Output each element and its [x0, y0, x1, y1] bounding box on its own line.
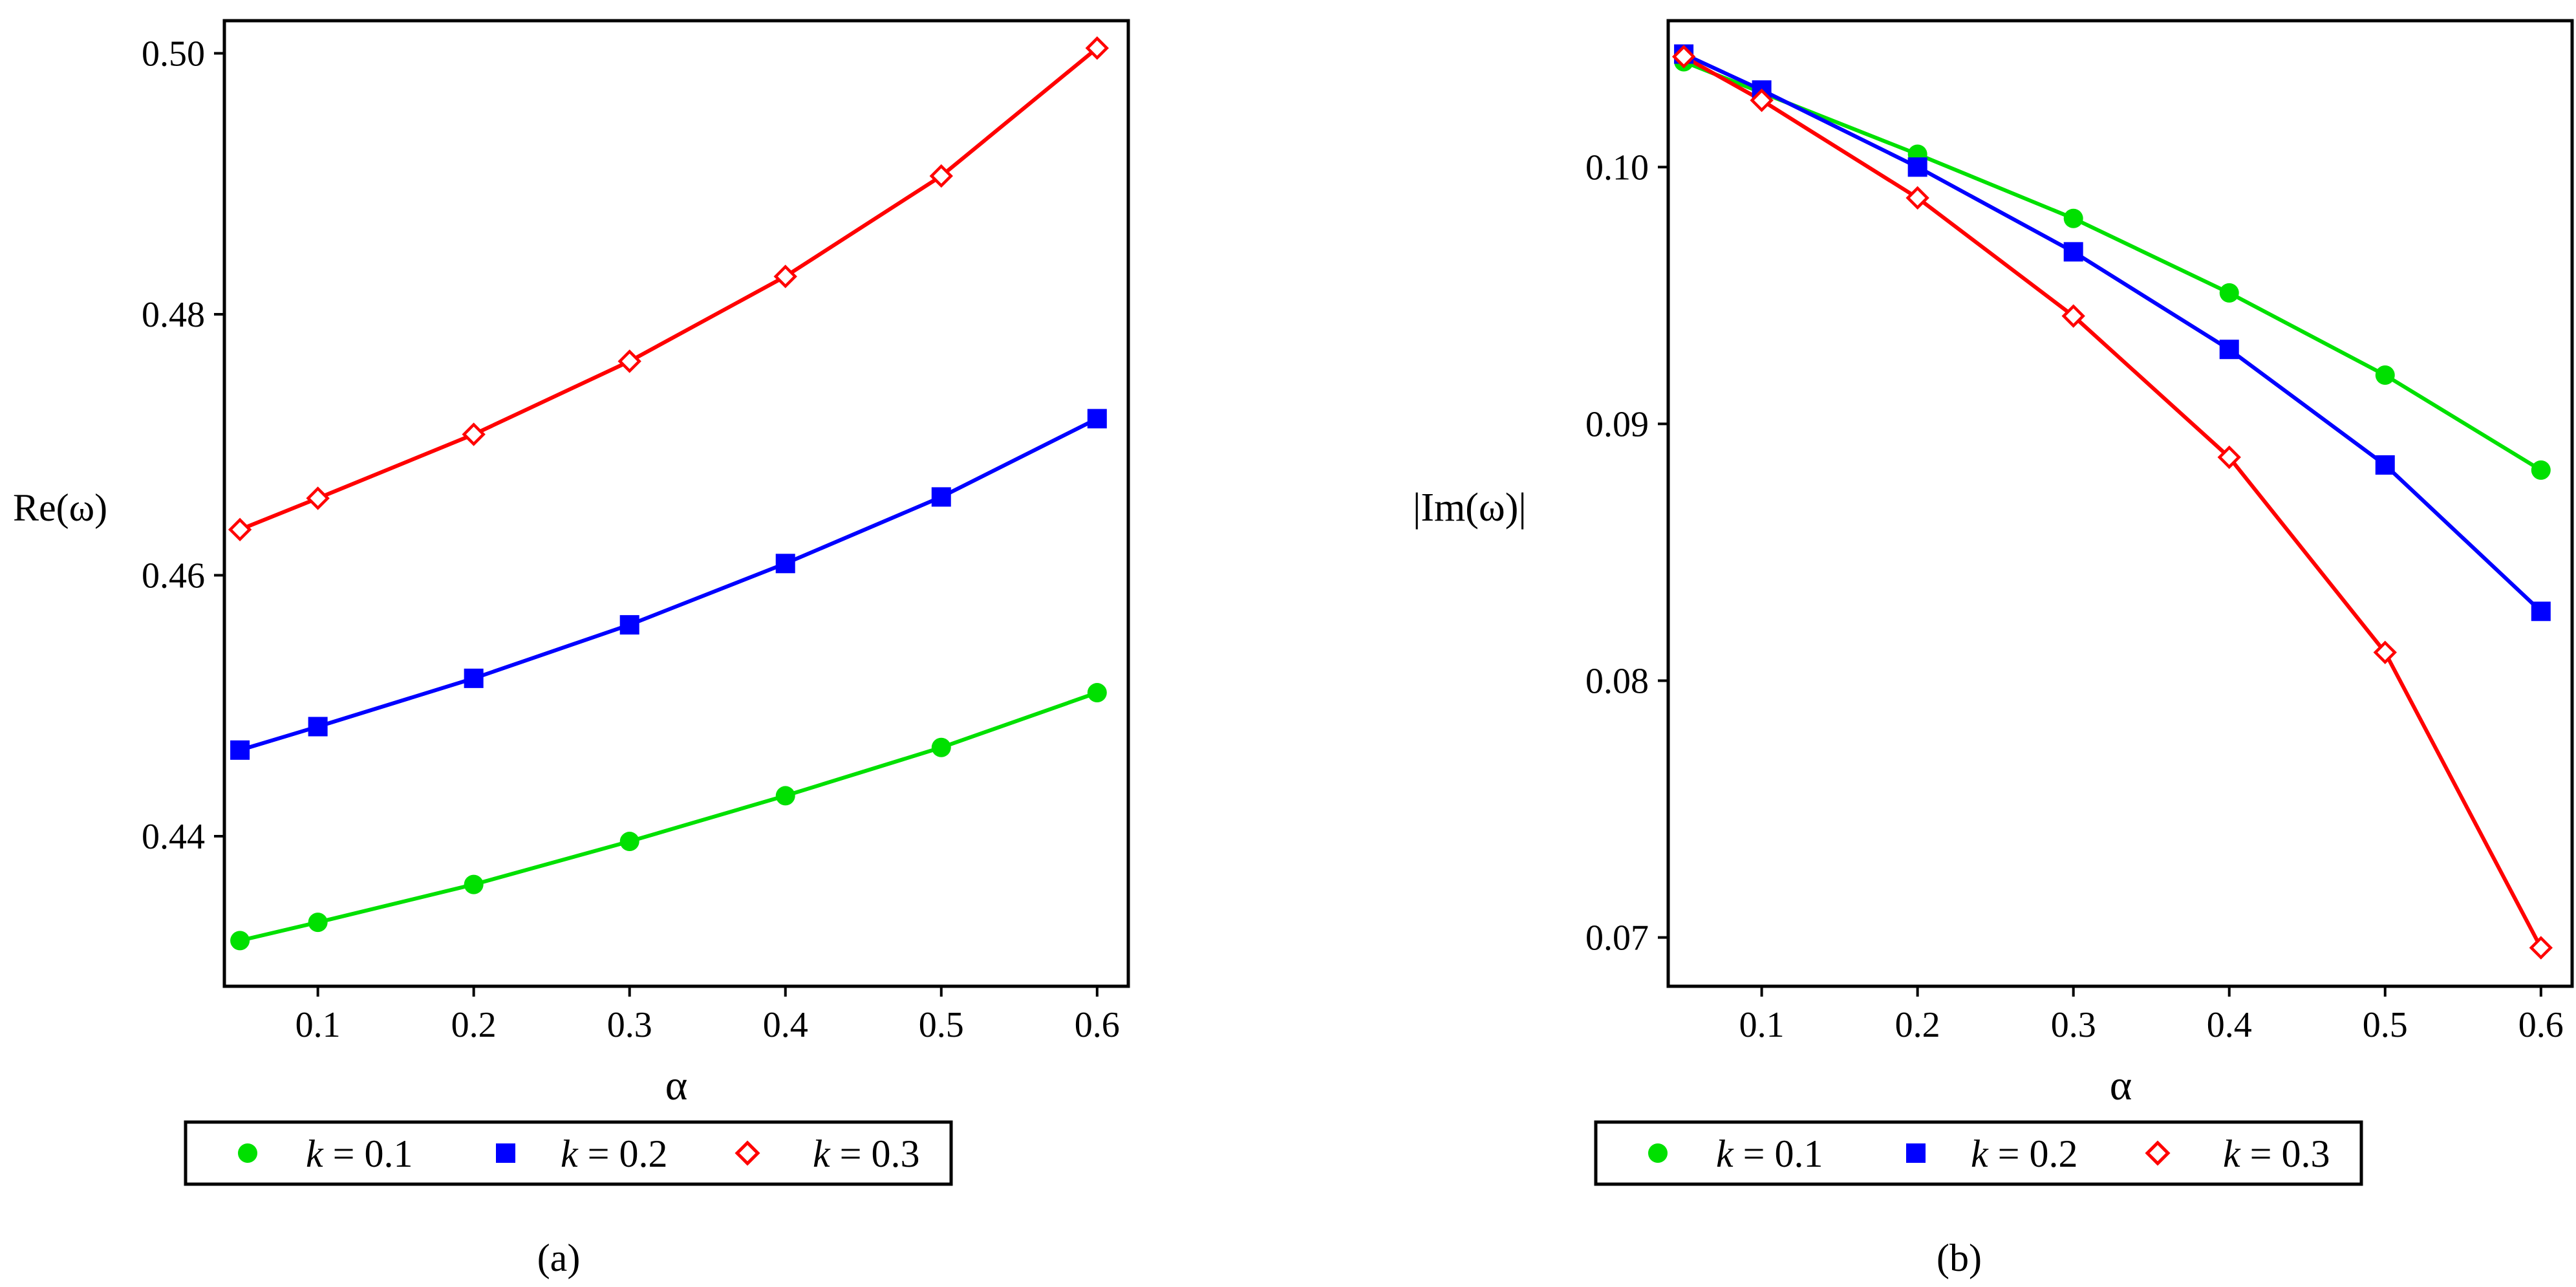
panel-a-y-tick-label: 0.48 [142, 295, 205, 335]
panel-a-line-k02 [239, 416, 1099, 752]
panel-a-series [228, 36, 1109, 951]
panel-b-line-k03 [1682, 54, 2543, 949]
panel-b: |Im(ω)| α 0.1 0.2 0.3 0.4 0.5 0.6 0.07 0.08 0.09… [1413, 19, 2574, 1279]
panel-b-point-k02 [1907, 157, 1927, 177]
panel-b-legend-marker-k03 [2145, 1140, 2171, 1166]
panel-a-point-k01 [1087, 683, 1107, 703]
panel-b-plot-frame [1666, 19, 2574, 988]
panel-a-legend-label-k01: k = 0.1 [306, 1132, 413, 1175]
panel-b-point-k03 [1905, 186, 1929, 210]
panel-a-point-k02 [230, 740, 250, 760]
panel-a-point-k01 [775, 786, 795, 806]
panel-a-point-k03 [462, 422, 486, 446]
panel-b-point-k02 [2531, 601, 2551, 622]
panel-a-legend-box [184, 1120, 953, 1186]
panel-a-line-k01 [239, 691, 1098, 943]
panel-b-point-k03 [1750, 88, 1774, 113]
panel-b-y-tick-label: 0.10 [1585, 147, 1649, 188]
panel-a-ticks: 0.1 0.2 0.3 0.4 0.5 0.6 0.44 0.46 0.48 0.50 [142, 34, 1120, 1045]
panel-b-point-k01 [2531, 460, 2551, 480]
panel-a-point-k02 [931, 487, 951, 507]
panel-b-y-axis-label: |Im(ω)| [1413, 486, 1527, 530]
panel-a-point-k02 [619, 615, 639, 635]
panel-a-x-tick-label: 0.6 [1075, 1005, 1120, 1045]
panel-b-point-k02 [2375, 455, 2395, 475]
panel-b-point-k02 [2219, 340, 2239, 360]
panel-a-x-axis-label: α [665, 1062, 688, 1109]
panel-b-point-k03 [1671, 45, 1696, 69]
panel-a-x-tick-label: 0.5 [919, 1005, 964, 1045]
panel-a-point-k03 [617, 349, 641, 373]
panel-a-y-tick-label: 0.46 [142, 556, 205, 596]
panel-b-y-tick-label: 0.09 [1585, 404, 1649, 444]
panel-a-point-k02 [775, 554, 795, 574]
panel-a-y-tick-label: 0.44 [142, 817, 205, 857]
panel-a-point-k02 [308, 717, 328, 737]
panel-a: Re(ω) α 0.1 0.2 0.3 0.4 0.5 0.60.440.460.480.… [13, 19, 1130, 1279]
panel-b-x-tick-label: 0.4 [2207, 1005, 2252, 1045]
panel-a-x-tick-label: 0.1 [295, 1005, 341, 1045]
panel-a-plot-frame [222, 19, 1130, 988]
panel-a-legend: k = 0.1 k = 0.2 k = 0.3 [184, 1120, 953, 1186]
panel-b-x-tick-label: 0.5 [2363, 1005, 2408, 1045]
panel-b-legend-marker-k01 [1648, 1143, 1668, 1163]
panel-a-y-tick-label: 0.50 [142, 34, 205, 74]
panel-a-legend-marker-k02 [496, 1143, 515, 1163]
panel-b-legend-box [1594, 1120, 2363, 1186]
panel-b-point-k03 [2529, 936, 2553, 960]
panel-a-point-k03 [929, 164, 953, 188]
panel-a-point-k01 [931, 737, 951, 757]
panel-b-legend-marker-k02 [1906, 1143, 1926, 1163]
panel-a-point-k01 [308, 913, 328, 933]
panel-b-series [1671, 44, 2553, 960]
panel-a-x-tick-label: 0.3 [607, 1005, 652, 1045]
panel-b-point-k01 [2219, 283, 2239, 303]
panel-b-caption: (b) [1937, 1237, 1982, 1279]
panel-b-x-axis-label: α [2110, 1062, 2132, 1109]
panel-b-point-k02 [2063, 242, 2083, 262]
panel-a-legend-marker-k03 [735, 1140, 760, 1166]
panel-a-point-k03 [306, 486, 330, 510]
panel-a-y-axis-label: Re(ω) [13, 486, 107, 529]
panel-a-x-tick-label: 0.4 [763, 1005, 808, 1045]
panel-a-point-k01 [619, 832, 639, 852]
panel-b-line-k02 [1682, 52, 2542, 613]
panel-b-line-k01 [1682, 59, 2542, 472]
panel-a-x-tick-label: 0.2 [451, 1005, 497, 1045]
panel-a-caption: (a) [537, 1237, 581, 1279]
panel-b-ticks: 0.1 0.2 0.3 0.4 0.5 0.6 0.07 0.08 0.09 0.10 [1585, 147, 2564, 1045]
panel-a-legend-label-k03: k = 0.3 [813, 1132, 919, 1175]
panel-a-point-k03 [773, 265, 797, 288]
panel-a-legend-marker-k01 [238, 1143, 257, 1163]
panel-b-legend: k = 0.1 k = 0.2 k = 0.3 [1594, 1120, 2363, 1186]
panel-a-line-k03 [239, 47, 1099, 532]
panel-b-legend-label-k02: k = 0.2 [1971, 1132, 2077, 1175]
panel-b-point-k01 [2063, 208, 2083, 228]
panel-b-y-tick-label: 0.08 [1585, 661, 1649, 701]
panel-a-point-k01 [464, 874, 484, 894]
panel-b-x-tick-label: 0.3 [2051, 1005, 2096, 1045]
panel-a-point-k03 [228, 517, 252, 542]
panel-b-point-k03 [2217, 445, 2241, 470]
panel-a-point-k01 [230, 931, 250, 951]
panel-a-point-k03 [1085, 36, 1109, 60]
panel-b-legend-label-k03: k = 0.3 [2223, 1132, 2330, 1175]
panel-b-y-tick-label: 0.07 [1585, 918, 1649, 958]
panel-b-point-k01 [2375, 365, 2395, 385]
panel-a-point-k02 [1087, 409, 1107, 429]
panel-b-x-tick-label: 0.6 [2518, 1005, 2564, 1045]
panel-a-point-k02 [464, 668, 484, 688]
panel-b-legend-label-k01: k = 0.1 [1716, 1132, 1823, 1175]
panel-b-x-tick-label: 0.1 [1739, 1005, 1785, 1045]
panel-b-x-tick-label: 0.2 [1895, 1005, 1940, 1045]
panel-b-point-k03 [2373, 640, 2397, 664]
panel-a-legend-label-k02: k = 0.2 [561, 1132, 667, 1175]
panel-b-point-k03 [2061, 304, 2085, 328]
